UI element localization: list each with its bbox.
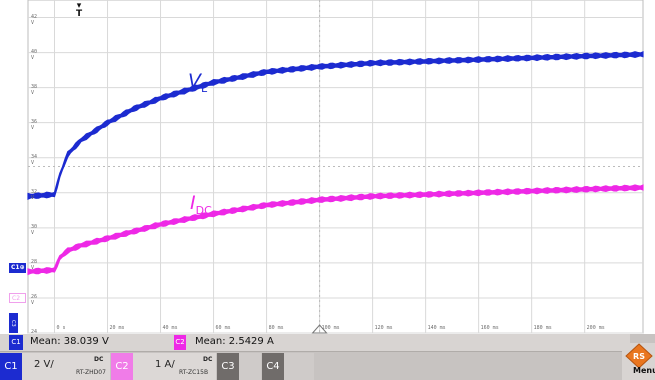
voltage-level-label: 38 V xyxy=(31,83,38,96)
channel-c1-scale: 2 V/ xyxy=(34,359,54,370)
c3-offset-marker[interactable]: C3 xyxy=(9,313,18,333)
channel-c1-coupling: DC xyxy=(94,356,104,363)
time-axis-label: 160 ms xyxy=(480,325,499,331)
idc-waveform-label: IDC xyxy=(190,192,212,217)
channel-c3[interactable]: C3 xyxy=(217,353,261,380)
c1-mean-value: Mean: 38.039 V xyxy=(30,336,109,347)
idc-trace xyxy=(27,184,644,276)
horizontal-position-marker xyxy=(311,324,328,334)
channel-c2-scale: 1 A/ xyxy=(155,359,175,370)
time-axis-label: 40 ms xyxy=(162,325,178,331)
channel-c2-probe: RT-ZC15B xyxy=(179,369,209,376)
measurement-bar xyxy=(0,334,630,352)
trigger-label: T xyxy=(76,9,83,19)
vl-waveform-label: VL xyxy=(188,70,207,95)
channel-c2[interactable]: C2 1 A/ DC RT-ZC15B xyxy=(111,353,216,380)
time-axis-label: 180 ms xyxy=(533,325,552,331)
vl-label-main: V xyxy=(188,70,201,92)
svg-text:RS: RS xyxy=(633,352,645,361)
voltage-level-label: 36 V xyxy=(31,118,38,131)
channel-c2-name: C2 xyxy=(111,353,133,380)
time-axis-label: 140 ms xyxy=(427,325,446,331)
channel-c3-name: C3 xyxy=(217,353,239,380)
voltage-level-label: 34 V xyxy=(31,153,38,166)
menu-button[interactable]: RS xyxy=(622,343,655,380)
vl-trace xyxy=(27,51,644,201)
voltage-level-label: 30 V xyxy=(31,223,38,236)
voltage-level-label: 32 V xyxy=(31,188,38,201)
channel-c2-coupling: DC xyxy=(203,356,213,363)
waveform-plot xyxy=(27,0,644,334)
time-axis-label: 0 s xyxy=(56,325,66,331)
channel-c1-probe: RT-ZHD07 xyxy=(76,369,106,376)
time-axis-label: 200 ms xyxy=(586,325,605,331)
c2-offset-marker[interactable]: C2 xyxy=(9,293,26,303)
c2-measure-tag[interactable]: C2 xyxy=(174,335,186,350)
c1-measure-tag[interactable]: C1 xyxy=(9,335,23,350)
time-axis-label: 120 ms xyxy=(374,325,393,331)
voltage-level-label: 40 V xyxy=(31,48,38,61)
voltage-level-label: 42 V xyxy=(31,13,38,26)
idc-label-main: I xyxy=(190,192,196,214)
plot-area xyxy=(27,0,644,334)
time-axis-label: 60 ms xyxy=(215,325,231,331)
vl-label-sub: L xyxy=(201,81,208,95)
time-axis-label: 100 ms xyxy=(321,325,340,331)
channel-c4-name: C4 xyxy=(262,353,284,380)
time-axis-label: 20 ms xyxy=(109,325,125,331)
channel-c1[interactable]: C1 2 V/ DC RT-ZHD07 xyxy=(0,353,110,380)
time-axis-label: 80 ms xyxy=(268,325,284,331)
c1-offset-marker[interactable]: C1⊕ xyxy=(9,263,26,273)
trigger-marker[interactable]: ▾ T xyxy=(76,1,83,19)
menu-label: Menu xyxy=(633,366,655,375)
rohde-schwarz-logo-icon: RS xyxy=(625,343,653,369)
channel-c4[interactable]: C4 xyxy=(262,353,314,380)
trigger-arrow-icon: ▾ xyxy=(76,1,82,11)
idc-label-sub: DC xyxy=(195,203,212,217)
voltage-level-label: 28 V xyxy=(31,258,38,271)
c2-mean-value: Mean: 2.5429 A xyxy=(195,336,274,347)
channel-bar: C1 2 V/ DC RT-ZHD07 C2 1 A/ DC RT-ZC15B … xyxy=(0,353,620,380)
voltage-level-label: 26 V xyxy=(31,293,38,306)
channel-c1-name: C1 xyxy=(0,353,22,380)
